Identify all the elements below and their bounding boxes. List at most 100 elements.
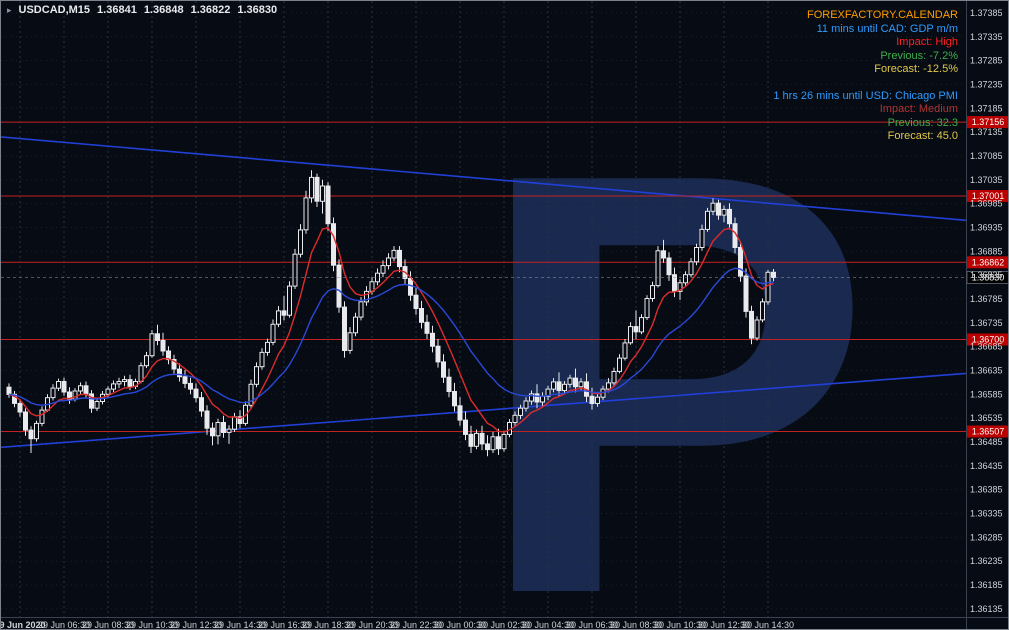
candle bbox=[314, 176, 320, 202]
price-tick-label: 1.37335 bbox=[970, 32, 1003, 42]
price-tick-label: 1.36935 bbox=[970, 223, 1003, 233]
candle bbox=[589, 395, 595, 404]
price-tick-label: 1.36235 bbox=[970, 556, 1003, 566]
candle bbox=[23, 411, 28, 431]
candle bbox=[199, 397, 204, 412]
candle bbox=[204, 410, 210, 429]
news-event-forecast: Forecast: -12.5% bbox=[874, 63, 958, 75]
candle bbox=[325, 185, 331, 225]
candle bbox=[622, 342, 628, 359]
candle bbox=[716, 202, 721, 216]
trendline-descending-resistance[interactable] bbox=[1, 136, 967, 222]
price-tick-label: 1.37385 bbox=[970, 8, 1003, 18]
time-tick-label: 29 Jun 12:30 bbox=[170, 620, 222, 630]
candle bbox=[226, 428, 232, 433]
candle bbox=[721, 208, 727, 216]
candle bbox=[353, 316, 358, 334]
time-tick-label: 29 Jun 22:30 bbox=[390, 620, 442, 630]
candle bbox=[738, 247, 743, 277]
price-tick-label: 1.37035 bbox=[970, 175, 1003, 185]
candle bbox=[760, 301, 765, 321]
candle bbox=[386, 257, 391, 267]
candle bbox=[595, 396, 600, 404]
candle bbox=[490, 436, 496, 451]
level-price-badge bbox=[967, 425, 1008, 438]
candle bbox=[573, 377, 578, 388]
horizontal-level-lines[interactable] bbox=[1, 121, 966, 432]
candle bbox=[485, 443, 490, 451]
price-tick-label: 1.36335 bbox=[970, 509, 1003, 519]
candle bbox=[551, 381, 556, 390]
ma-fast-line[interactable] bbox=[8, 227, 774, 433]
candle bbox=[468, 433, 474, 447]
candle bbox=[661, 250, 666, 259]
candle bbox=[309, 176, 314, 199]
price-tick-label: 1.36835 bbox=[970, 270, 1003, 280]
candle bbox=[545, 388, 551, 397]
candle bbox=[446, 376, 452, 393]
candle bbox=[276, 310, 281, 325]
price-axis-labels[interactable]: 1.37385 1.37335 1.37285 1.37235 1.37185 1.371… bbox=[970, 8, 1003, 614]
candle bbox=[430, 332, 435, 347]
trendline-ascending-support[interactable] bbox=[1, 372, 967, 449]
candle bbox=[628, 326, 633, 344]
candle bbox=[292, 253, 298, 287]
candle bbox=[413, 294, 419, 310]
svg-text:1.37156: 1.37156 bbox=[972, 117, 1005, 127]
candle bbox=[358, 301, 364, 318]
candle bbox=[408, 278, 413, 296]
news-event-impact: Impact: High bbox=[896, 36, 958, 48]
candle bbox=[705, 210, 710, 230]
candle bbox=[710, 202, 716, 212]
price-tick-label: 1.36785 bbox=[970, 294, 1003, 304]
candle bbox=[479, 432, 485, 445]
candle bbox=[303, 197, 309, 231]
candle bbox=[688, 261, 694, 276]
candle bbox=[61, 381, 67, 393]
candles-layer bbox=[6, 170, 776, 457]
svg-text:1.36700: 1.36700 bbox=[972, 335, 1005, 345]
candle bbox=[336, 264, 342, 308]
candle bbox=[56, 381, 61, 389]
time-tick-label: 29 Jun 20:30 bbox=[346, 620, 398, 630]
time-tick-label: 30 Jun 00:30 bbox=[434, 620, 486, 630]
price-tick-label: 1.36885 bbox=[970, 246, 1003, 256]
candle bbox=[248, 383, 254, 406]
price-tick-label: 1.37135 bbox=[970, 127, 1003, 137]
candle bbox=[578, 381, 584, 388]
candle bbox=[754, 319, 760, 339]
candle bbox=[331, 223, 336, 266]
candle bbox=[556, 381, 562, 391]
candle bbox=[171, 359, 177, 370]
price-tick-label: 1.36435 bbox=[970, 461, 1003, 471]
ma-slow-line[interactable] bbox=[8, 267, 774, 406]
candle bbox=[232, 416, 237, 430]
time-tick-label: 29 Jun 10:30 bbox=[126, 620, 178, 630]
candle bbox=[611, 371, 617, 384]
price-tick-label: 1.37235 bbox=[970, 79, 1003, 89]
news-overlay: FOREXFACTORY.CALENDAR 11 mins until CAD:… bbox=[773, 9, 958, 144]
candle bbox=[243, 404, 248, 424]
candle bbox=[435, 345, 441, 363]
candle bbox=[666, 257, 672, 276]
price-tick-label: 1.36985 bbox=[970, 199, 1003, 209]
candle bbox=[452, 391, 457, 407]
price-tick-label: 1.36135 bbox=[970, 604, 1003, 614]
svg-text:1.36507: 1.36507 bbox=[972, 427, 1005, 437]
one-click-trading-toggle-icon[interactable]: ▸ bbox=[7, 4, 12, 15]
candle bbox=[644, 298, 650, 319]
time-tick-label: 30 Jun 10:30 bbox=[654, 620, 706, 630]
candle bbox=[94, 401, 100, 409]
chart-title-bar: ▸ USDCAD,M15 1.36841 1.36848 1.36822 1.3… bbox=[7, 4, 277, 16]
candle bbox=[380, 265, 386, 274]
candle bbox=[237, 416, 243, 424]
candle bbox=[496, 436, 501, 450]
candle bbox=[364, 290, 369, 303]
news-event-countdown: 1 hrs 26 mins until USD: Chicago PMI bbox=[773, 89, 958, 102]
level-price-badge bbox=[967, 333, 1008, 346]
candle bbox=[606, 382, 611, 390]
price-tick-label: 1.37285 bbox=[970, 56, 1003, 66]
bar-low-value: 1.36822 bbox=[190, 4, 231, 16]
